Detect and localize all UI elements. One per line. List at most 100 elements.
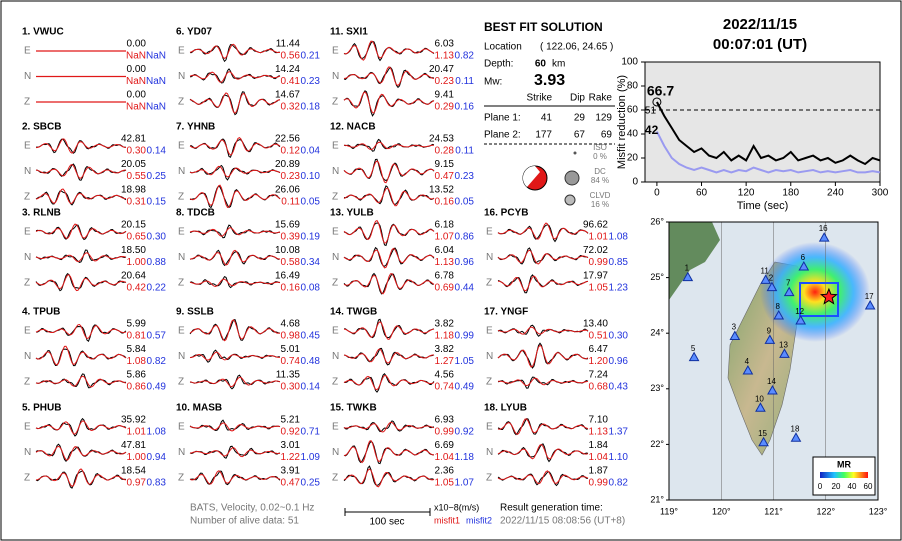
- amplitude: 1.84: [589, 440, 609, 451]
- synthetic-trace: [35, 323, 127, 339]
- observed-trace: [343, 158, 435, 182]
- component: Z: [24, 192, 30, 203]
- misfit2: 0.19: [301, 232, 321, 243]
- date: 2022/11/15: [723, 16, 797, 33]
- x-axis-label: Time (sec): [737, 200, 789, 212]
- lon-label: 123°: [869, 506, 888, 516]
- amplitude: 0.00: [127, 64, 147, 75]
- component: N: [486, 252, 493, 263]
- plane-value: 67: [574, 130, 586, 141]
- component: N: [24, 166, 31, 177]
- synthetic-trace: [497, 249, 589, 265]
- amplitude: 20.47: [429, 64, 454, 75]
- lat-label: 21°: [650, 494, 664, 504]
- station-title: 17. YNGF: [484, 307, 528, 318]
- component: Z: [332, 377, 338, 388]
- misfit1: 0.99: [435, 427, 455, 438]
- amplitude: 15.69: [275, 220, 300, 231]
- synthetic-trace: [189, 376, 281, 388]
- scale-bar: [344, 508, 431, 516]
- synthetic-trace: [189, 165, 281, 178]
- misfit2: 0.83: [147, 478, 167, 489]
- synthetic-trace: [189, 136, 281, 156]
- amplitude: 6.03: [435, 39, 455, 50]
- misfit1: 0.97: [127, 478, 147, 489]
- series-line: [656, 131, 881, 174]
- component: E: [486, 422, 493, 433]
- misfit2: 0.11: [455, 146, 474, 157]
- annotation: 66.7: [647, 83, 674, 99]
- plane-value: 177: [535, 130, 552, 141]
- component: E: [178, 141, 185, 152]
- misfit2: 0.11: [455, 76, 474, 87]
- colorbar: [820, 472, 868, 478]
- x-tick-label: 60: [696, 188, 708, 199]
- station-label: 15: [758, 429, 767, 438]
- synthetic-trace: [35, 345, 127, 366]
- misfit1: 0.69: [435, 283, 455, 294]
- misfit1: 1.13: [435, 257, 455, 268]
- amplitude: 5.84: [127, 344, 147, 355]
- amplitude: 17.97: [583, 271, 608, 282]
- depth: 60: [535, 59, 547, 70]
- misfit2: 0.05: [455, 197, 475, 208]
- misfit1: 1.22: [281, 452, 301, 463]
- misfit1: NaN: [126, 76, 146, 87]
- synthetic-trace: [343, 91, 435, 114]
- synthetic-trace: [189, 351, 280, 361]
- synthetic-trace: [189, 278, 281, 288]
- component: Z: [24, 97, 30, 108]
- amplitude: 9.15: [435, 159, 455, 170]
- amplitude: 9.41: [435, 90, 455, 101]
- misfit1: 1.18: [435, 331, 455, 342]
- station-title: 11. SXI1: [330, 27, 368, 38]
- synthetic-trace: [35, 252, 127, 263]
- lon-label: 120°: [712, 506, 731, 516]
- synthetic-trace: [343, 421, 435, 433]
- misfit1: 1.20: [589, 356, 609, 367]
- mw: 3.93: [534, 72, 565, 89]
- observed-trace: [343, 465, 435, 486]
- gen-time: 2022/11/15 08:08:56 (UT+8): [500, 516, 625, 527]
- y-tick-label: 0: [632, 177, 638, 188]
- plane-label: Plane 1:: [484, 113, 521, 124]
- synthetic-trace: [189, 470, 281, 485]
- component: N: [24, 351, 31, 362]
- component: Z: [332, 192, 338, 203]
- amplitude: 16.49: [275, 271, 300, 282]
- station-title: 4. TPUB: [22, 307, 60, 318]
- synthetic-trace: [189, 71, 281, 83]
- synthetic-trace: [35, 164, 126, 179]
- component-name: DC: [594, 167, 606, 176]
- amplitude: 1.87: [589, 466, 609, 477]
- component: E: [24, 46, 31, 57]
- misfit1: 0.30: [127, 146, 147, 157]
- annotation: 42: [645, 123, 659, 137]
- component: Z: [486, 377, 492, 388]
- misfit2: 1.37: [609, 427, 629, 438]
- amplitude: 3.91: [281, 466, 301, 477]
- synthetic-trace: [189, 227, 281, 237]
- misfit1: 0.12: [281, 146, 301, 157]
- observed-trace: [189, 68, 281, 84]
- misfit1: 0.32: [281, 102, 301, 113]
- misfit1: 1.04: [589, 452, 609, 463]
- component: E: [486, 326, 493, 337]
- amplitude: 4.68: [281, 319, 301, 330]
- label: Depth:: [484, 59, 513, 70]
- component: Z: [178, 377, 184, 388]
- misfit2: 0.14: [147, 146, 167, 157]
- amplitude: 3.01: [281, 440, 301, 451]
- amplitude: 5.21: [281, 415, 301, 426]
- beachball-sector: [522, 165, 540, 187]
- misfit2: 1.08: [147, 427, 167, 438]
- amplitude: 18.54: [121, 466, 146, 477]
- misfit1: 0.23: [281, 171, 301, 182]
- synthetic-trace: [343, 348, 434, 364]
- station-title: 5. PHUB: [22, 403, 61, 414]
- observed-trace: [497, 247, 589, 265]
- misfit1: 0.55: [127, 171, 147, 182]
- synthetic-trace: [497, 344, 589, 368]
- misfit2: 0.82: [609, 478, 629, 489]
- annotation: 51: [645, 106, 657, 117]
